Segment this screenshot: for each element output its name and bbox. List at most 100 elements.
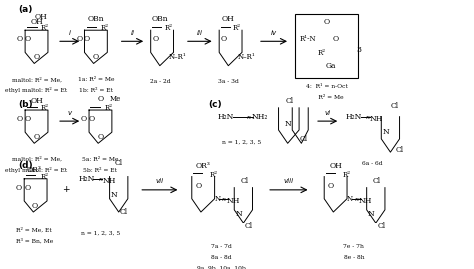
Text: ethyl maltol: R² = Et: ethyl maltol: R² = Et [5, 167, 68, 173]
Text: O: O [76, 35, 82, 43]
Text: +: + [63, 185, 70, 194]
Text: NH: NH [359, 197, 372, 205]
Text: i: i [69, 30, 71, 36]
Text: R²: R² [105, 104, 113, 112]
Text: 3a - 3d: 3a - 3d [218, 79, 239, 84]
Text: O: O [24, 184, 30, 192]
Text: O: O [34, 53, 40, 61]
Text: R²: R² [318, 49, 326, 56]
Text: O: O [328, 182, 334, 190]
Text: NH: NH [370, 115, 383, 123]
Text: O: O [93, 53, 99, 61]
Text: Cl: Cl [119, 208, 128, 216]
Text: iv: iv [271, 30, 277, 36]
Text: O: O [88, 115, 94, 123]
Text: ethyl maltol: R² = Et: ethyl maltol: R² = Et [5, 87, 68, 93]
Text: (b): (b) [18, 100, 33, 109]
Text: O: O [16, 184, 22, 192]
Text: N–R¹: N–R¹ [169, 53, 187, 61]
Text: O: O [333, 35, 339, 43]
Text: Ga: Ga [326, 62, 337, 70]
Text: n: n [222, 197, 226, 202]
Text: NH: NH [226, 197, 239, 205]
Text: NH₂: NH₂ [252, 113, 268, 121]
Text: H₂N: H₂N [218, 113, 234, 121]
Text: Cl: Cl [373, 177, 381, 185]
Text: 5a: R² = Me: 5a: R² = Me [82, 157, 118, 162]
Text: Cl: Cl [240, 177, 248, 185]
Text: 1b: R² = Et: 1b: R² = Et [79, 88, 113, 93]
Text: Cl: Cl [395, 146, 404, 154]
Text: O: O [97, 133, 103, 141]
Text: N: N [284, 119, 291, 128]
Text: OH: OH [35, 13, 47, 21]
Text: n = 1, 2, 3, 5: n = 1, 2, 3, 5 [81, 230, 120, 235]
Text: N–R¹: N–R¹ [237, 53, 255, 61]
Text: O: O [152, 35, 158, 43]
Text: O: O [17, 115, 23, 123]
Text: O: O [84, 35, 90, 43]
Text: Cl: Cl [300, 135, 308, 143]
FancyBboxPatch shape [294, 13, 358, 78]
Text: iii: iii [197, 30, 203, 36]
Text: OBn: OBn [88, 15, 104, 23]
Text: R²: R² [41, 173, 49, 181]
Text: 7e - 7h: 7e - 7h [344, 243, 365, 249]
Text: Cl: Cl [377, 222, 385, 229]
Text: N: N [383, 128, 389, 136]
Text: n: n [354, 197, 358, 202]
Text: OR³: OR³ [196, 162, 210, 170]
Text: maltol: R² = Me,: maltol: R² = Me, [11, 77, 62, 82]
Text: maltol: R² = Me,: maltol: R² = Me, [11, 157, 62, 162]
Text: 6a - 6d: 6a - 6d [362, 161, 383, 167]
Text: vi: vi [325, 109, 331, 116]
Text: N: N [111, 190, 118, 199]
Text: 4:  R¹ = n-Oct: 4: R¹ = n-Oct [306, 84, 347, 89]
Text: OR³: OR³ [27, 166, 42, 174]
Text: O: O [31, 201, 37, 210]
Text: Cl: Cl [115, 160, 123, 168]
Text: (c): (c) [208, 100, 221, 109]
Text: O: O [323, 17, 329, 26]
Text: 3: 3 [356, 46, 361, 54]
Text: N: N [368, 210, 374, 218]
Text: O: O [24, 35, 30, 43]
Text: O: O [196, 182, 202, 190]
Text: OH: OH [222, 15, 235, 23]
Text: Cl: Cl [286, 97, 294, 105]
Text: R² = Me, Et: R² = Me, Et [17, 228, 52, 233]
Text: vii: vii [156, 178, 164, 184]
Text: R²: R² [164, 24, 173, 32]
Text: OH: OH [30, 17, 43, 26]
Text: N: N [347, 195, 353, 203]
Text: Cl: Cl [245, 222, 253, 229]
Text: Me: Me [109, 95, 121, 103]
Text: R²: R² [210, 171, 218, 179]
Text: v: v [68, 109, 72, 116]
Text: R²: R² [41, 104, 49, 112]
Text: N: N [215, 195, 221, 203]
Text: 9a, 9b, 10a, 10b: 9a, 9b, 10a, 10b [197, 266, 246, 269]
Text: n: n [99, 177, 102, 182]
Text: viii: viii [284, 178, 294, 184]
Text: O: O [34, 133, 40, 141]
Text: n = 1, 2, 3, 5: n = 1, 2, 3, 5 [222, 139, 262, 144]
Text: H₂N: H₂N [79, 175, 95, 183]
Text: R²: R² [41, 24, 49, 32]
Text: Cl: Cl [391, 102, 399, 110]
Text: OH: OH [329, 162, 342, 170]
Text: OBn: OBn [152, 15, 168, 23]
Text: R²: R² [343, 171, 350, 179]
Text: O: O [81, 115, 87, 123]
Text: 7a - 7d: 7a - 7d [211, 243, 232, 249]
Text: R² = Me: R² = Me [309, 95, 344, 100]
Text: 8e - 8h: 8e - 8h [344, 254, 364, 260]
Text: n: n [365, 115, 370, 120]
Text: OH: OH [30, 97, 43, 105]
Text: (a): (a) [18, 5, 33, 14]
Text: O: O [17, 35, 23, 43]
Text: ii: ii [130, 30, 135, 36]
Text: R²: R² [100, 24, 109, 32]
Text: N: N [236, 210, 242, 218]
Text: NH: NH [103, 177, 116, 185]
